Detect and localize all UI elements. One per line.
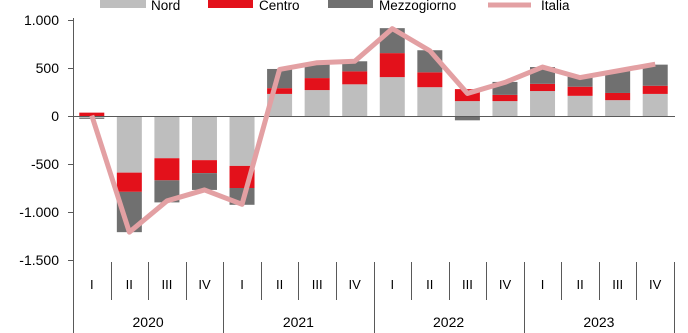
legend-swatch-mezzogiorno (328, 0, 373, 8)
bar-mezzogiorno-2021-q4 (342, 61, 368, 72)
bar-centro-2020-q1 (79, 112, 105, 116)
bar-centro-2022-q2 (417, 72, 443, 88)
x-tick-label-2022-q1: I (390, 277, 394, 292)
x-tick-label-2023-q1: I (541, 277, 545, 292)
legend-swatch-nord (100, 0, 146, 8)
bar-mezzogiorno-2023-q4 (642, 64, 668, 86)
bar-centro-2023-q4 (642, 85, 668, 94)
bar-nord-2023-q3 (605, 100, 631, 116)
bar-centro-2021-q3 (304, 78, 330, 91)
x-tick-label-2022-q4: IV (499, 277, 512, 292)
year-label-2023: 2023 (583, 314, 614, 330)
bar-mezzogiorno-2022-q3 (454, 116, 480, 121)
bar-centro-2023-q3 (605, 92, 631, 101)
y-tick-label--1000: -1.000 (19, 204, 59, 220)
bars-layer (79, 28, 668, 233)
legend-item-nord: Nord (100, 0, 180, 13)
legend-label-nord: Nord (151, 0, 180, 13)
year-label-2020: 2020 (133, 314, 164, 330)
bar-mezzogiorno-2023-q2 (567, 75, 593, 87)
legend-item-centro: Centro (208, 0, 300, 13)
legend: Nord Centro Mezzogiorno Italia (100, 0, 570, 13)
bar-centro-2022-q4 (492, 94, 518, 102)
y-tick-label-500: 500 (36, 60, 60, 76)
bar-nord-2022-q1 (379, 77, 405, 116)
bar-nord-2021-q1 (229, 116, 255, 166)
y-tick-label-0: 0 (51, 108, 59, 124)
x-tick-label-2021-q2: II (276, 277, 283, 292)
bar-mezzogiorno-2020-q4 (191, 173, 217, 190)
bar-nord-2022-q3 (454, 101, 480, 116)
bar-centro-2020-q2 (116, 172, 142, 192)
bar-nord-2020-q2 (116, 116, 142, 173)
bar-nord-2023-q1 (530, 91, 556, 116)
italia-line (89, 26, 656, 235)
x-tick-label-2021-q4: IV (349, 277, 362, 292)
legend-swatch-centro (208, 0, 253, 8)
bar-nord-2023-q4 (642, 93, 668, 116)
bar-nord-2020-q3 (154, 116, 180, 159)
bar-mezzogiorno-2023-q3 (605, 70, 631, 93)
bar-centro-2021-q2 (267, 88, 293, 94)
legend-label-mezzogiorno: Mezzogiorno (379, 0, 456, 13)
legend-label-italia: Italia (541, 0, 570, 13)
bar-centro-2020-q4 (191, 160, 217, 174)
year-label-2021: 2021 (283, 314, 314, 330)
bar-nord-2021-q4 (342, 84, 368, 116)
bar-centro-2023-q2 (567, 86, 593, 96)
x-tick-label-2021-q1: I (240, 277, 244, 292)
legend-item-italia: Italia (488, 0, 570, 13)
bar-nord-2022-q2 (417, 87, 443, 116)
x-tick-label-2023-q2: II (576, 277, 583, 292)
bar-centro-2021-q4 (342, 71, 368, 85)
line-layer (89, 26, 656, 235)
bar-mezzogiorno-2021-q3 (304, 63, 330, 79)
x-tick-label-2022-q3: III (462, 277, 473, 292)
bar-nord-2020-q4 (191, 116, 217, 161)
x-tick-label-2020-q3: III (161, 277, 172, 292)
bar-nord-2022-q4 (492, 101, 518, 116)
y-tick-label-1000: 1.000 (24, 12, 59, 28)
y-tick-label--1500: -1.500 (19, 252, 59, 268)
x-tick-label-2022-q2: II (426, 277, 433, 292)
bar-centro-2022-q1 (379, 53, 405, 78)
x-tick-label-2023-q4: IV (649, 277, 662, 292)
x-tick-label-2021-q3: III (312, 277, 323, 292)
year-label-2022: 2022 (433, 314, 464, 330)
bar-centro-2023-q1 (530, 83, 556, 92)
x-tick-label-2020-q1: I (90, 277, 94, 292)
bar-centro-2020-q3 (154, 158, 180, 181)
x-tick-label-2020-q4: IV (198, 277, 211, 292)
x-tick-label-2020-q2: II (126, 277, 133, 292)
legend-item-mezzogiorno: Mezzogiorno (328, 0, 456, 13)
x-tick-label-2023-q3: III (612, 277, 623, 292)
bar-nord-2021-q3 (304, 90, 330, 116)
y-tick-label--500: -500 (31, 156, 59, 172)
bar-nord-2023-q2 (567, 95, 593, 116)
legend-label-centro: Centro (259, 0, 300, 13)
